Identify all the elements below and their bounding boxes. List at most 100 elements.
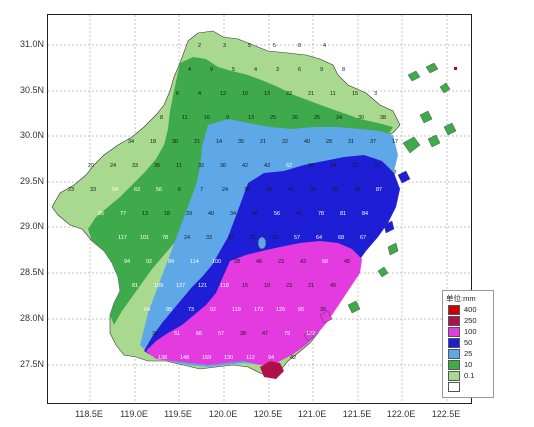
- station-value: 42: [290, 355, 296, 361]
- station-value: 56: [156, 187, 162, 193]
- station-value: 31: [348, 139, 354, 145]
- station-value: 30: [172, 139, 178, 145]
- station-value: 73: [188, 307, 194, 313]
- lon-label-118.5e: 118.5E: [75, 409, 103, 419]
- legend-swatch-50: [448, 338, 460, 348]
- station-value: 4: [254, 67, 257, 73]
- lat-label-28.0n: 28.0N: [19, 313, 44, 323]
- station-value: 63: [134, 187, 140, 193]
- station-value: 6: [176, 91, 179, 97]
- rainfall-map: 2 3 5 5 8 4 4 9 5 4 3 6 9 8 6 4 12 10 13 22 21 11 15 3 8 11 16 9 13 2…: [47, 14, 472, 404]
- station-value: 87: [376, 187, 382, 193]
- station-value: 39: [354, 187, 360, 193]
- station-value: 35: [266, 187, 272, 193]
- station-value: 24: [184, 235, 190, 241]
- station-value: 3: [223, 43, 226, 49]
- station-value: 54: [112, 187, 118, 193]
- lat-label-30.5n: 30.5N: [19, 85, 44, 95]
- station-value: 42: [296, 211, 302, 217]
- station-value: 33: [132, 163, 138, 169]
- station-value: 36: [308, 163, 314, 169]
- station-value: 18: [164, 211, 170, 217]
- station-value: 32: [198, 163, 204, 169]
- station-value: 7: [200, 187, 203, 193]
- station-value: 38: [240, 331, 246, 337]
- station-value: 64: [316, 235, 322, 241]
- station-value: 92: [210, 307, 216, 313]
- legend-swatch-25: [448, 349, 460, 359]
- station-value: 100: [212, 259, 221, 265]
- lon-label-122.5e: 122.5E: [431, 409, 461, 419]
- legend-swatch-400: [448, 305, 460, 315]
- station-value: 43: [300, 259, 306, 265]
- station-value: 130: [224, 355, 233, 361]
- station-value: 57: [294, 235, 300, 241]
- station-value: 84: [168, 259, 174, 265]
- legend-label-10: 10: [464, 360, 473, 369]
- station-value: 47: [262, 331, 268, 337]
- station-value: 31: [250, 235, 256, 241]
- station-value: 13: [264, 91, 270, 97]
- station-value: 42: [242, 163, 248, 169]
- station-values: 2 3 5 5 8 44 9 5 4 3 6 9 86 4 12 10 13 22 21 11 15 38 11 16 9 13 2…: [68, 43, 398, 361]
- station-value: 17: [392, 139, 398, 145]
- station-value: 118: [220, 283, 229, 289]
- station-value: 77: [120, 211, 126, 217]
- station-value: 109: [154, 283, 163, 289]
- station-value: 122: [306, 331, 315, 337]
- station-value: 11: [182, 115, 188, 121]
- islands-red: [454, 67, 457, 70]
- station-value: 6: [298, 67, 301, 73]
- station-value: 117: [118, 235, 127, 241]
- station-value: 4: [198, 91, 201, 97]
- station-value: 112: [246, 355, 255, 361]
- station-value: 28: [326, 139, 332, 145]
- legend-label-250: 250: [464, 316, 477, 325]
- station-value: 68: [338, 235, 344, 241]
- station-value: 57: [218, 331, 224, 337]
- station-value: 8: [298, 43, 301, 49]
- station-value: 18: [150, 139, 156, 145]
- station-value: 33: [90, 187, 96, 193]
- station-value: 23: [278, 259, 284, 265]
- legend-label-50: 50: [464, 338, 473, 347]
- station-value: 22: [286, 91, 292, 97]
- station-value: 22: [228, 235, 234, 241]
- lon-label-121.5e: 121.5E: [342, 409, 372, 419]
- station-value: 45: [344, 259, 350, 265]
- station-value: 30: [358, 115, 364, 121]
- legend-title: 单位:mm: [446, 294, 476, 303]
- station-value: 43: [288, 187, 294, 193]
- station-value: 56: [274, 211, 280, 217]
- station-value: 84: [362, 211, 368, 217]
- station-value: 39: [332, 187, 338, 193]
- lon-label-121.0e: 121.0E: [297, 409, 327, 419]
- lat-label-30.0n: 30.0N: [19, 130, 44, 140]
- station-value: 22: [282, 139, 288, 145]
- station-value: 24: [222, 187, 228, 193]
- station-value: 9: [226, 115, 229, 121]
- station-value: 24: [336, 115, 342, 121]
- station-value: 29: [186, 211, 192, 217]
- station-value: 13: [248, 115, 254, 121]
- station-value: 66: [196, 331, 202, 337]
- station-value: 2: [198, 43, 201, 49]
- station-value: 38: [380, 115, 386, 121]
- station-value: 114: [190, 259, 199, 265]
- station-value: 21: [260, 139, 266, 145]
- station-value: 11: [176, 163, 182, 169]
- station-value: 30: [320, 307, 326, 313]
- legend-label-25: 25: [464, 349, 473, 358]
- station-value: 9: [320, 67, 323, 73]
- lon-label-119.0e: 119.0E: [120, 409, 148, 419]
- station-value: 3: [374, 91, 377, 97]
- islands-blue: [383, 170, 411, 234]
- station-value: 15: [352, 91, 358, 97]
- lat-label-28.5n: 28.5N: [19, 267, 44, 277]
- station-value: 101: [140, 235, 149, 241]
- station-value: 23: [352, 163, 358, 169]
- lake: [257, 236, 267, 250]
- station-value: 78: [318, 211, 324, 217]
- station-value: 34: [128, 139, 134, 145]
- station-value: 51: [174, 331, 180, 337]
